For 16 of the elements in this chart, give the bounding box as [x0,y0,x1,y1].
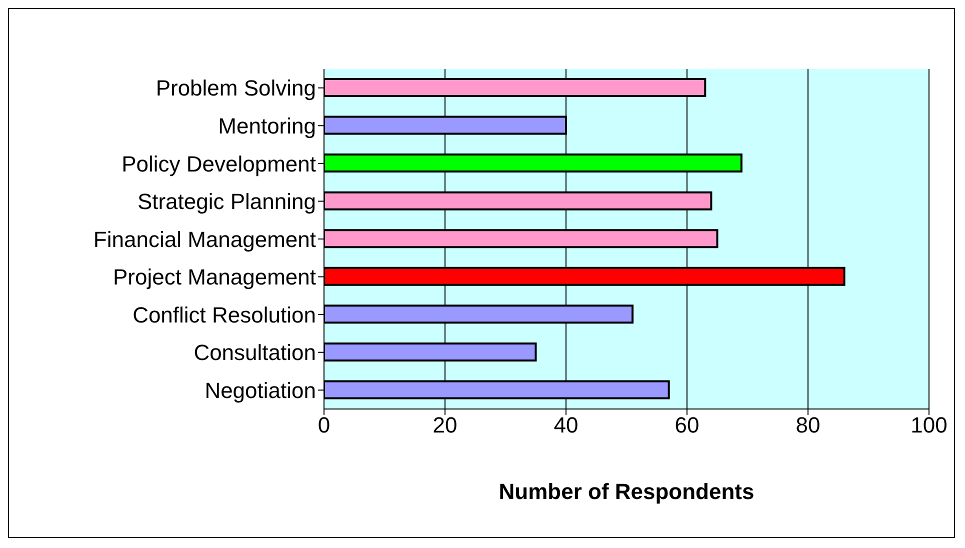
x-axis-title: Number of Respondents [498,479,756,505]
y-tick-label: Problem Solving [156,76,316,101]
x-tick-label: 40 [554,412,578,438]
y-tick-label: Financial Management [93,226,316,252]
y-tick-label: Mentoring [218,113,316,138]
y-tick-label: Policy Development [122,151,316,176]
x-tick-label: 20 [432,412,458,438]
y-tick-label: Project Management [113,264,316,290]
x-tick-label: 100 [910,412,948,438]
x-tick-label: 0 [318,412,330,438]
x-tick-label: 60 [674,412,700,438]
y-tick-label: Strategic Planning [137,189,316,214]
y-tick-label: Negotiation [204,378,316,403]
y-tick-label: Conflict Resolution [132,302,316,328]
y-tick-label: Consultation [194,340,316,366]
x-tick-label: 80 [796,412,820,438]
